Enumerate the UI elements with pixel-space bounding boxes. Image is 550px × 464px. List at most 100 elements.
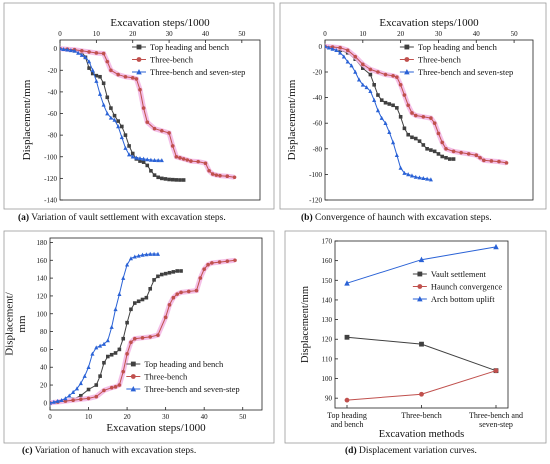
data-point-a-1 xyxy=(123,74,128,79)
data-point-a-1 xyxy=(181,157,186,161)
data-point-c-0 xyxy=(133,301,137,305)
data-point-b-2 xyxy=(353,69,358,74)
data-point-c-2 xyxy=(74,386,80,391)
data-point-b-1 xyxy=(440,140,445,145)
x-tick-label-d: Three-bench and seven-step xyxy=(469,411,523,429)
data-point-b-0 xyxy=(391,103,395,108)
y-tick-label-c: 0 xyxy=(44,399,48,407)
data-point-b-1 xyxy=(395,75,399,79)
data-point-c-1 xyxy=(206,262,210,267)
data-point-b-2 xyxy=(360,82,365,87)
legend-label-a-1: Three-bench xyxy=(150,55,194,65)
legend-marker-c-0 xyxy=(130,361,136,367)
legend-label-a-2: Three-bench and seven-step xyxy=(150,67,245,77)
series-group-c xyxy=(50,251,237,406)
y-tick-label-b: -120 xyxy=(309,197,322,205)
data-point-b-2 xyxy=(368,88,373,93)
data-point-a-2 xyxy=(127,152,132,157)
y-tick-label-d: 150 xyxy=(322,277,333,285)
data-point-a-0 xyxy=(181,178,186,182)
data-point-c-2 xyxy=(148,251,153,256)
y-axis-title-line-a: Displacement/mm xyxy=(21,79,33,160)
y-tick-label-d: 140 xyxy=(322,296,333,304)
legend-label-d-0: Vault settlement xyxy=(431,269,487,279)
data-point-b-2 xyxy=(364,85,369,90)
data-point-a-1 xyxy=(80,49,84,53)
x-tick-label-d: Top heading and bench xyxy=(327,411,367,429)
data-point-a-1 xyxy=(225,174,230,179)
data-point-c-2 xyxy=(144,252,149,257)
data-point-a-0 xyxy=(160,176,164,181)
data-point-b-1 xyxy=(376,70,380,74)
data-point-b-2 xyxy=(375,108,381,113)
y-tick-label-a: -20 xyxy=(48,67,58,75)
data-point-a-2 xyxy=(94,78,99,83)
data-point-b-1 xyxy=(383,72,388,77)
data-point-c-2 xyxy=(125,262,130,267)
data-point-b-0 xyxy=(425,147,429,151)
data-point-c-1 xyxy=(198,276,203,280)
data-point-c-0 xyxy=(163,271,168,276)
plot-area-b xyxy=(324,39,534,201)
data-point-c-0 xyxy=(117,347,122,352)
data-point-b-0 xyxy=(376,93,380,97)
data-point-c-2 xyxy=(55,398,60,403)
data-point-d-1 xyxy=(493,368,499,374)
x-tick-label-c: 40 xyxy=(201,413,209,421)
data-point-a-0 xyxy=(94,73,99,78)
caption-d-text: Displacement variation curves. xyxy=(356,446,477,456)
data-point-b-2 xyxy=(409,173,415,178)
x-tick-label-d-line: Three-bench and xyxy=(469,411,523,420)
data-point-c-0 xyxy=(79,393,83,398)
data-point-b-2 xyxy=(356,77,362,82)
data-point-a-1 xyxy=(152,126,157,131)
data-point-b-2 xyxy=(326,45,331,50)
data-point-d-0 xyxy=(419,341,424,347)
data-point-a-2 xyxy=(145,157,150,162)
data-point-a-1 xyxy=(178,156,182,160)
data-point-b-1 xyxy=(413,113,418,118)
panel-frame-b xyxy=(279,2,547,210)
data-point-a-1 xyxy=(101,51,106,56)
x-tick-label-b: 10 xyxy=(359,30,367,38)
caption-d-tag: (d) xyxy=(345,446,357,456)
legend-marker-d-1 xyxy=(417,284,423,289)
x-tick-label-b: 0 xyxy=(323,30,327,38)
data-point-c-1 xyxy=(140,336,145,340)
series-band-c xyxy=(50,257,236,406)
y-tick-label-b: -40 xyxy=(313,94,323,102)
data-point-a-0 xyxy=(141,160,146,164)
data-point-c-2 xyxy=(94,345,99,350)
data-point-c-0 xyxy=(94,383,99,387)
data-point-d-2 xyxy=(418,256,425,263)
data-point-c-2 xyxy=(140,252,145,257)
series-line-b-1 xyxy=(325,45,507,164)
data-point-c-0 xyxy=(113,351,118,355)
data-point-c-2 xyxy=(67,393,72,398)
data-point-c-1 xyxy=(71,398,75,402)
y-tick-label-d: 100 xyxy=(322,375,333,383)
data-point-c-2 xyxy=(105,338,110,343)
y-tick-label-a: -40 xyxy=(48,88,58,96)
data-point-a-1 xyxy=(185,158,190,162)
data-point-a-1 xyxy=(189,159,193,163)
legend-label-d-2: Arch bottom uplift xyxy=(431,294,495,304)
data-point-b-2 xyxy=(338,50,343,55)
data-point-a-2 xyxy=(152,157,157,163)
y-tick-label-d: 170 xyxy=(322,238,333,246)
data-point-b-2 xyxy=(330,46,335,51)
data-point-b-1 xyxy=(459,150,463,155)
data-point-b-1 xyxy=(398,83,403,87)
y-axis-title-d: Displacement/mm xyxy=(300,286,311,363)
data-point-a-0 xyxy=(123,133,128,137)
data-point-a-0 xyxy=(112,113,117,118)
data-point-a-0 xyxy=(178,178,182,182)
legend-label-c-1: Three-bench xyxy=(144,372,188,382)
y-tick-label-c: 180 xyxy=(37,239,48,247)
data-point-c-1 xyxy=(113,385,118,389)
data-point-c-1 xyxy=(129,340,133,345)
data-point-b-2 xyxy=(417,175,422,180)
chart-c: 0 10 20 30 40 50 0 20 40 60 80 100 120 140 160 180 Excav… xyxy=(4,237,263,434)
data-point-b-0 xyxy=(387,102,392,106)
